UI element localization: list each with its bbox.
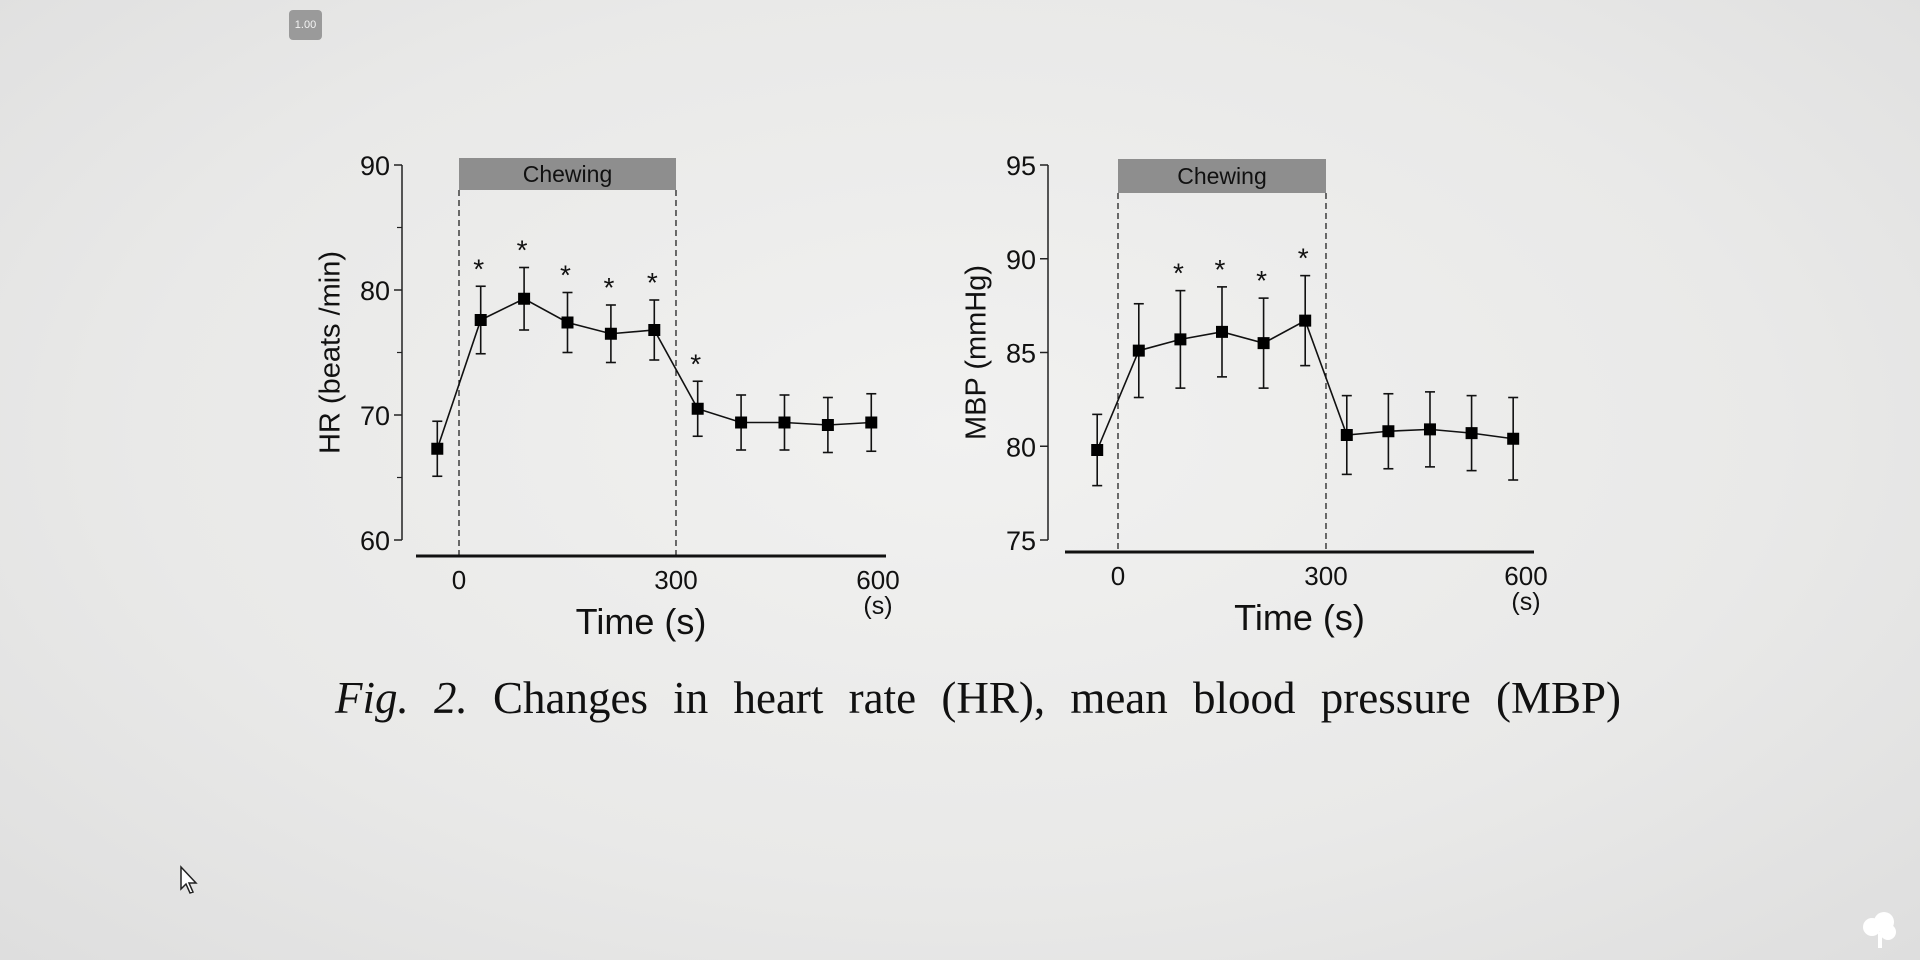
chart2-data-point — [1382, 425, 1395, 438]
zoom-level-badge: 1.00 — [289, 10, 322, 40]
chart1-data-point — [691, 402, 704, 415]
chart2-data-point — [1299, 314, 1312, 327]
chart2-y-tick-label: 90 — [1006, 245, 1036, 275]
chart1-data-point — [821, 419, 834, 431]
chart2-significance-marker: * — [1215, 254, 1226, 285]
chart1-y-tick-label: 70 — [360, 401, 390, 431]
chart2-data-point — [1340, 429, 1353, 441]
chart2-y-tick-label: 85 — [1006, 339, 1036, 369]
chart1-data-point — [778, 416, 791, 429]
chart2-significance-marker: * — [1256, 265, 1267, 296]
chart2-y-tick-label: 75 — [1006, 526, 1036, 556]
chart2-band-label: Chewing — [1177, 163, 1267, 189]
chart2-data-point — [1423, 423, 1436, 436]
chart1-y-tick-label: 90 — [360, 151, 390, 181]
figure-label: Fig. 2. — [335, 673, 468, 723]
chart1-data-point — [518, 292, 531, 305]
tree-logo-icon — [1863, 912, 1896, 948]
chart1-x-axis-label: Time (s) — [576, 601, 707, 642]
chart1-significance-marker: * — [517, 235, 528, 266]
figure-caption: Fig. 2. Changes in heart rate (HR), mean… — [335, 672, 1625, 725]
chart2-x-tick-label: 0 — [1111, 561, 1125, 591]
chart2-data-point — [1507, 432, 1520, 445]
chart1-data-point — [604, 327, 617, 340]
chart2-y-tick-label: 95 — [1006, 151, 1036, 181]
chart1-x-tick-label: 0 — [452, 565, 466, 595]
chart1-y-tick-label: 60 — [360, 526, 390, 556]
chart2-x-axis-label: Time (s) — [1234, 597, 1365, 638]
chart1-data-point — [865, 416, 878, 429]
chart1-chewing-band — [459, 158, 676, 190]
chart2-x-tick-label: 300 — [1304, 561, 1347, 591]
chart1-y-tick-label: 80 — [360, 276, 390, 306]
chart2-data-point — [1132, 344, 1145, 357]
chart1-significance-marker: * — [560, 260, 571, 291]
chart2-significance-marker: * — [1173, 258, 1184, 289]
chart1-band-label: Chewing — [523, 161, 613, 187]
mouse-cursor-icon — [180, 865, 198, 894]
chart2-data-point — [1091, 444, 1104, 456]
chart1-data-point — [561, 316, 574, 329]
chart1-data-point — [431, 442, 444, 455]
chart1-data-point — [735, 416, 748, 429]
chart2-data-point — [1257, 337, 1270, 350]
chart2-chewing-band — [1118, 159, 1326, 193]
chart1-significance-marker: * — [647, 267, 658, 298]
chart2-y-axis-label: MBP (mmHg) — [961, 265, 993, 440]
chart1-x-unit-label: (s) — [863, 592, 892, 620]
chart1-significance-marker: * — [603, 272, 614, 303]
chart1-significance-marker: * — [690, 348, 701, 379]
chart2-x-unit-label: (s) — [1511, 588, 1540, 616]
chart1-significance-marker: * — [473, 253, 484, 284]
chart1-y-axis-label: HR (beats /min) — [315, 251, 347, 454]
chart2-data-point — [1174, 333, 1187, 346]
chart2-y-tick-label: 80 — [1006, 432, 1036, 462]
chart1-data-point — [648, 324, 661, 336]
chart1-x-tick-label: 600 — [856, 565, 899, 595]
chart2-data-point — [1215, 325, 1228, 338]
caption-text: Changes in heart rate (HR), mean blood p… — [493, 673, 1621, 723]
chart2-significance-marker: * — [1298, 243, 1309, 274]
chart2-data-point — [1465, 427, 1478, 440]
chart1-x-tick-label: 300 — [654, 565, 697, 595]
chart2-x-tick-label: 600 — [1504, 561, 1547, 591]
chart1-data-point — [474, 314, 487, 326]
